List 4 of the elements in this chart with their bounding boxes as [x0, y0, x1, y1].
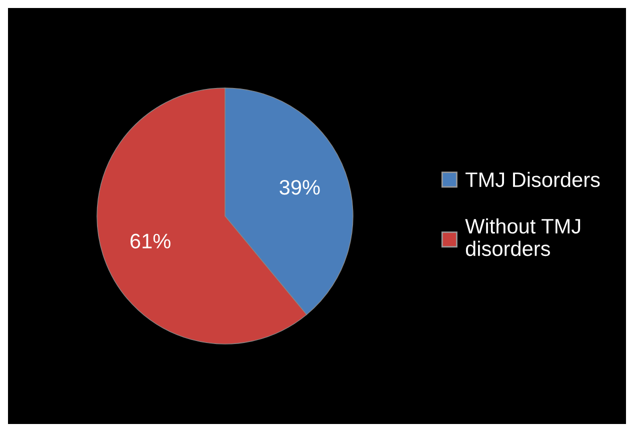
legend-label: Without TMJ disorders [465, 218, 580, 256]
data-label: 61% [130, 234, 170, 248]
legend-label: TMJ Disorders [466, 172, 600, 188]
data-label: 39% [280, 180, 320, 195]
